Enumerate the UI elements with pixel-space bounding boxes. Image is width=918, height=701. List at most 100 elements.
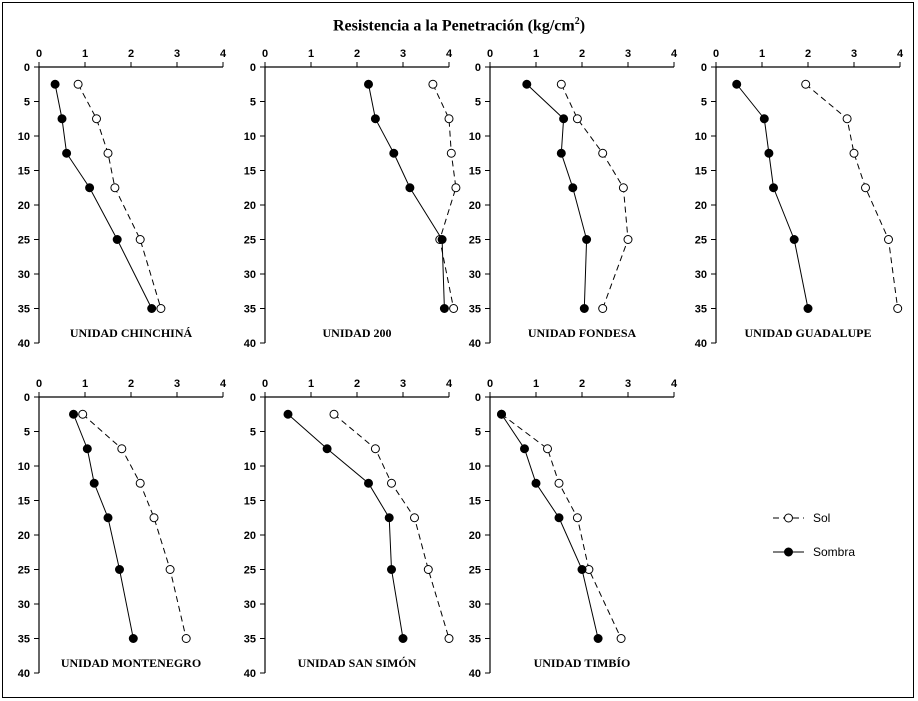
point-sombra: [759, 114, 769, 124]
point-sol: [893, 304, 903, 313]
x-tick-label: 2: [579, 378, 585, 390]
x-tick-label: 1: [308, 378, 314, 390]
point-sombra: [437, 235, 447, 244]
x-tick-label: 2: [805, 48, 811, 60]
y-tick-label: 5: [475, 427, 481, 439]
point-sol: [135, 478, 145, 488]
y-tick-label: 30: [18, 269, 30, 281]
chart-title-close: ): [579, 17, 586, 35]
point-sol: [156, 304, 166, 313]
point-sombra: [803, 304, 813, 313]
point-sol: [556, 79, 566, 89]
legend-marker-sol: [784, 513, 793, 523]
chart-title: Resistencia a la Penetración (kg/cm2): [0, 16, 918, 35]
y-tick-label: 20: [244, 530, 256, 542]
point-sombra: [405, 183, 415, 193]
series-line-sol: [805, 83, 899, 309]
y-tick-label: 15: [469, 496, 481, 508]
y-tick-label: 20: [18, 530, 30, 542]
x-tick-label: 2: [354, 48, 360, 60]
point-sombra: [82, 444, 92, 454]
y-tick-label: 10: [244, 461, 256, 473]
point-sombra: [384, 513, 394, 523]
y-tick-label: 15: [695, 166, 707, 178]
x-tick-label: 0: [262, 378, 268, 390]
point-sol: [623, 235, 633, 244]
x-tick-label: 2: [354, 378, 360, 390]
point-sol: [329, 409, 339, 419]
point-sol: [543, 444, 552, 454]
point-sombra: [147, 304, 157, 313]
point-sombra: [85, 183, 95, 193]
x-tick-label: 4: [671, 378, 678, 390]
panel-title: UNIDAD CHINCHINÁ: [70, 326, 193, 340]
point-sol: [92, 114, 101, 124]
y-tick-label: 0: [250, 62, 256, 74]
point-sol: [616, 634, 626, 643]
x-tick-label: 1: [759, 48, 765, 60]
point-sombra: [497, 409, 506, 419]
y-tick-label: 20: [469, 530, 481, 542]
point-sombra: [769, 183, 778, 193]
x-tick-label: 4: [897, 48, 904, 60]
y-tick-label: 0: [24, 392, 30, 404]
y-tick-label: 20: [469, 200, 481, 212]
point-sol: [449, 304, 459, 313]
x-tick-label: 3: [174, 378, 180, 390]
point-sol: [410, 513, 419, 523]
x-tick-label: 4: [671, 48, 678, 60]
point-sol: [801, 79, 811, 89]
y-tick-label: 20: [18, 200, 30, 212]
point-sombra: [559, 114, 569, 124]
y-tick-label: 5: [250, 427, 256, 439]
y-tick-label: 35: [469, 304, 481, 316]
y-tick-label: 25: [469, 565, 481, 577]
y-tick-label: 25: [244, 235, 256, 247]
y-tick-label: 40: [244, 668, 256, 680]
y-tick-label: 10: [469, 461, 481, 473]
point-sombra: [364, 79, 373, 89]
x-tick-label: 3: [400, 378, 406, 390]
chart-title-superscript: 2: [574, 16, 580, 27]
y-tick-label: 15: [469, 166, 481, 178]
point-sombra: [582, 235, 592, 244]
series-line-sombra: [501, 413, 599, 639]
y-tick-label: 30: [695, 269, 707, 281]
point-sol: [884, 235, 893, 244]
legend: Sol Sombra: [773, 511, 855, 559]
y-tick-label: 15: [244, 166, 256, 178]
y-tick-label: 15: [244, 496, 256, 508]
y-tick-label: 10: [244, 131, 256, 143]
y-tick-label: 40: [469, 338, 481, 350]
series-line-sombra: [736, 83, 809, 309]
y-tick-label: 25: [18, 565, 30, 577]
y-tick-label: 25: [695, 235, 707, 247]
x-tick-label: 2: [579, 48, 585, 60]
x-tick-label: 0: [713, 48, 719, 60]
x-tick-label: 0: [262, 48, 268, 60]
point-sol: [598, 304, 608, 313]
point-sol: [451, 183, 461, 193]
point-sol: [444, 114, 454, 124]
point-sol: [103, 148, 113, 158]
point-sombra: [522, 79, 532, 89]
y-tick-label: 40: [695, 338, 707, 350]
point-sol: [370, 444, 380, 454]
point-sombra: [398, 634, 408, 643]
panel-title: UNIDAD TIMBÍO: [534, 656, 631, 670]
y-tick-label: 40: [18, 668, 30, 680]
x-tick-label: 0: [36, 378, 42, 390]
x-tick-label: 3: [851, 48, 857, 60]
panel-title: UNIDAD FONDESA: [528, 326, 637, 340]
y-tick-label: 25: [18, 235, 30, 247]
point-sol: [842, 114, 852, 124]
point-sombra: [439, 304, 449, 313]
series-line-sol: [560, 84, 629, 309]
point-sombra: [764, 148, 774, 158]
y-tick-label: 10: [695, 131, 707, 143]
y-tick-label: 30: [469, 269, 481, 281]
y-tick-label: 35: [695, 304, 707, 316]
